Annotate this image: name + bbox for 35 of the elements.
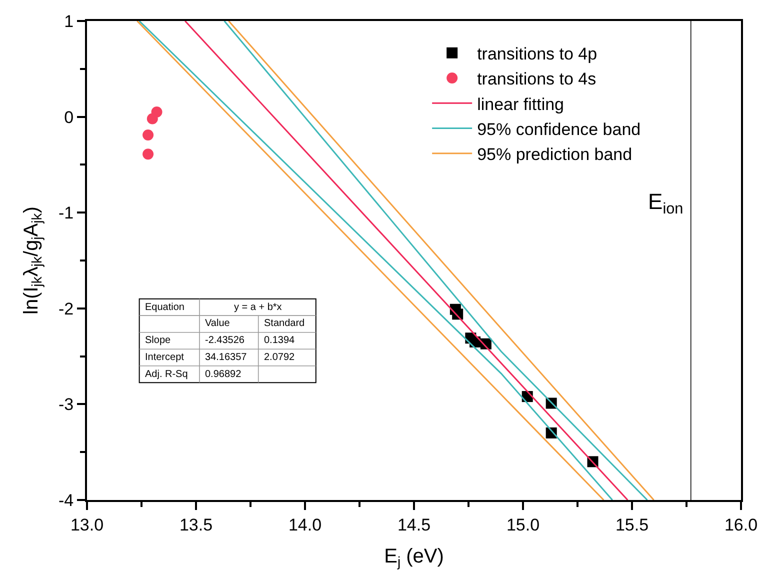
x-tick-label: 15.5 — [615, 515, 649, 534]
annotation: y = a + b*x — [234, 302, 282, 313]
point — [146, 113, 158, 124]
x-tick-label: 16.0 — [724, 515, 758, 534]
point — [142, 148, 154, 160]
x-axis-title: E$_{j}$ (eV) — [384, 545, 444, 570]
annotation: 34.16357 — [205, 352, 248, 363]
y-tick-label: -4 — [58, 490, 74, 510]
legend-label: transitions to 4s — [477, 70, 596, 89]
annotation: -2.43526 — [205, 335, 245, 346]
annotation: 2.0792 — [264, 352, 296, 363]
annotation: 0.1394 — [264, 335, 296, 346]
legend-label: 95% prediction band — [477, 144, 632, 164]
y-tick-label: 1 — [64, 12, 74, 31]
annotation: Standard — [264, 318, 305, 329]
annotation: Slope — [145, 335, 172, 346]
x-tick-label: 14.5 — [397, 515, 431, 534]
annotation: Value — [205, 318, 230, 329]
annotation: 0.96892 — [205, 369, 242, 380]
x-tick-label: 14.0 — [288, 515, 322, 534]
y-tick-label: -3 — [58, 395, 74, 414]
legend-label: transitions to 4p — [477, 44, 598, 64]
y-tick-label: 0 — [64, 108, 74, 127]
annotation: Adj. R-Sq — [145, 369, 188, 380]
y-tick-label: -2 — [58, 299, 74, 318]
y-tick-label: -1 — [58, 204, 74, 223]
annotation: Equation — [145, 302, 184, 313]
x-tick-label: 15.0 — [506, 515, 540, 534]
x-tick-label: 13.0 — [70, 515, 104, 534]
annotation: Intercept — [145, 352, 184, 363]
point — [142, 130, 154, 140]
ref-line-label: E$_{ion}$ — [648, 189, 684, 218]
legend-label: 95% confidence band — [477, 120, 641, 139]
x-tick-label: 13.5 — [179, 515, 213, 534]
legend-label: linear fitting — [477, 94, 564, 114]
